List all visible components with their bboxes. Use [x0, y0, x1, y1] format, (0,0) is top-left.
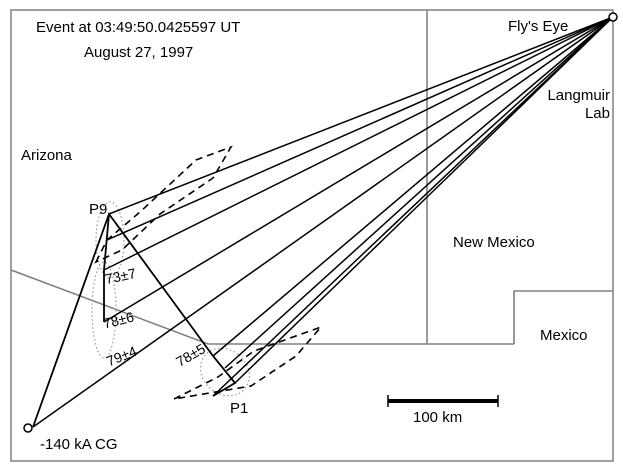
map-frame — [10, 9, 614, 462]
halo-middle — [91, 261, 117, 359]
nm-texas-border — [513, 290, 613, 344]
dashed-channel-upper — [94, 145, 233, 264]
ray-8 — [234, 16, 614, 384]
scale-bar-label: 100 km — [413, 409, 463, 426]
ray-3 — [106, 16, 614, 241]
dashed-channels — [94, 145, 324, 400]
new-mexico-label: New Mexico — [453, 234, 535, 251]
halo-upper — [95, 201, 125, 279]
ray-9 — [212, 16, 614, 397]
event-time-label: Event at 03:49:50.0425597 UT — [36, 19, 241, 36]
lightning-path — [32, 212, 237, 428]
arizona-label: Arizona — [21, 147, 72, 164]
langmuir-label-line1: Langmuir — [547, 87, 610, 104]
event-date-label: August 27, 1997 — [84, 44, 194, 61]
ray-4 — [103, 16, 614, 271]
ray-1 — [32, 16, 614, 428]
mexico-label: Mexico — [540, 327, 588, 344]
rays-from-flys-eye — [32, 16, 614, 428]
southern-border — [10, 269, 514, 345]
source-label: -140 kA CG — [40, 436, 118, 453]
langmuir-label-line2: Lab — [584, 105, 610, 122]
p1-label: P1 — [230, 400, 249, 417]
ray-6 — [212, 16, 614, 357]
ray-5 — [103, 16, 614, 323]
ray-7 — [224, 16, 614, 369]
flys-eye-marker — [608, 12, 618, 22]
source-marker — [23, 423, 33, 433]
state-borders — [10, 10, 613, 345]
flys-eye-label: Fly's Eye — [508, 18, 569, 35]
ray-2 — [108, 16, 614, 215]
lightning-inner-path — [103, 213, 110, 322]
scale-bar — [387, 395, 499, 407]
dashed-channel-lower — [173, 325, 324, 400]
p9-label: P9 — [89, 201, 108, 218]
